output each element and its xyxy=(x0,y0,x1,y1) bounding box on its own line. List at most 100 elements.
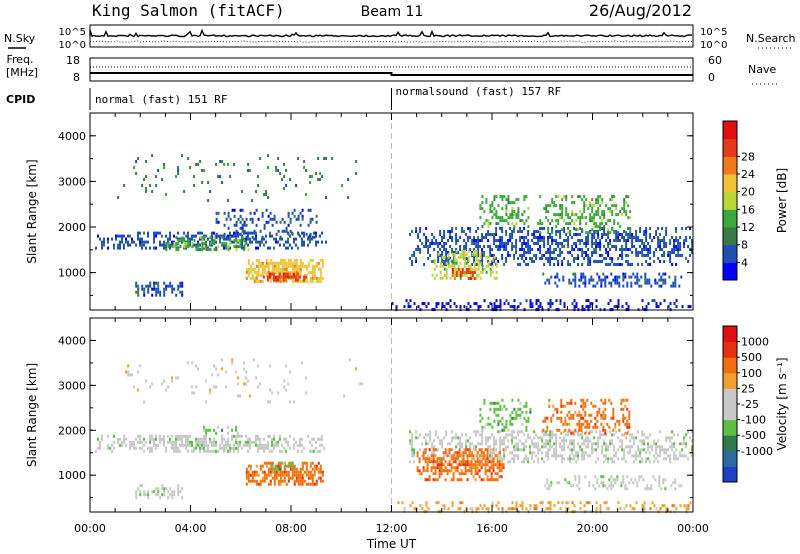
cell xyxy=(261,270,264,274)
cell xyxy=(563,305,566,309)
cell xyxy=(261,211,264,215)
cell xyxy=(465,433,468,437)
cell xyxy=(592,284,595,288)
cell xyxy=(644,487,647,491)
cell xyxy=(535,504,538,508)
cell xyxy=(509,413,512,417)
cell xyxy=(637,445,640,449)
cell xyxy=(605,239,608,242)
cell xyxy=(113,440,115,444)
cell xyxy=(251,240,253,244)
cell xyxy=(101,240,103,244)
cell xyxy=(291,261,294,265)
cell xyxy=(495,227,498,230)
cell xyxy=(543,245,546,248)
cell xyxy=(689,501,692,505)
cell xyxy=(443,504,446,508)
cell xyxy=(619,248,622,251)
cell xyxy=(627,236,630,239)
cell xyxy=(301,467,304,471)
cell xyxy=(223,446,225,450)
cell xyxy=(542,419,545,423)
cell xyxy=(602,272,605,276)
cell xyxy=(529,448,532,452)
cell xyxy=(537,436,540,440)
cell xyxy=(411,433,414,437)
cell xyxy=(473,271,476,274)
cell xyxy=(421,302,424,306)
cell xyxy=(137,231,139,235)
cell xyxy=(163,243,165,247)
cell xyxy=(255,279,258,283)
cell xyxy=(507,239,510,242)
cell xyxy=(511,222,514,226)
cell xyxy=(541,257,544,260)
cell xyxy=(483,245,486,248)
cell xyxy=(205,443,207,447)
cell xyxy=(649,445,652,449)
cell xyxy=(635,254,638,257)
cell xyxy=(513,225,516,229)
cell xyxy=(517,213,520,217)
cell xyxy=(605,204,608,208)
cell xyxy=(191,449,193,453)
cell xyxy=(289,476,292,480)
cell xyxy=(591,216,594,220)
cell xyxy=(227,437,229,441)
cell xyxy=(263,470,266,474)
cell xyxy=(195,385,198,389)
cell xyxy=(481,428,484,432)
cell xyxy=(143,293,146,297)
cell xyxy=(297,270,300,274)
cell xyxy=(309,276,312,280)
cell xyxy=(481,433,484,437)
cell xyxy=(422,469,425,473)
cell xyxy=(655,448,658,452)
cell xyxy=(403,507,406,511)
cell xyxy=(632,272,635,276)
cell xyxy=(578,278,581,282)
cell xyxy=(133,166,136,169)
cell xyxy=(301,437,303,441)
cell xyxy=(265,208,268,212)
cell xyxy=(593,225,596,229)
cell xyxy=(610,272,613,276)
cell xyxy=(119,437,121,441)
cell xyxy=(221,437,223,441)
cell xyxy=(647,242,650,245)
cell xyxy=(155,231,157,235)
cell xyxy=(280,275,283,279)
cell xyxy=(454,460,457,464)
cell xyxy=(670,484,673,488)
cell xyxy=(501,236,504,239)
cell xyxy=(261,470,264,474)
cell xyxy=(569,442,572,446)
cell xyxy=(639,454,642,458)
cell xyxy=(263,243,265,247)
cell xyxy=(311,279,314,283)
cell xyxy=(639,227,642,230)
cell xyxy=(462,457,465,461)
cell xyxy=(539,233,542,236)
cell xyxy=(673,239,676,242)
cell xyxy=(309,440,311,444)
cell xyxy=(471,263,474,266)
cell xyxy=(452,466,455,470)
cell xyxy=(486,454,489,458)
cell xyxy=(527,216,530,220)
cell xyxy=(581,436,584,440)
cell xyxy=(588,413,591,417)
colorbar-swatch xyxy=(723,341,737,358)
cell xyxy=(261,279,264,283)
cell xyxy=(603,439,606,443)
cell xyxy=(477,236,480,239)
cell xyxy=(644,278,647,282)
cell xyxy=(285,184,288,187)
cell xyxy=(656,281,659,285)
cell xyxy=(623,248,626,251)
cell xyxy=(191,234,193,238)
cell xyxy=(647,448,650,452)
cell xyxy=(223,242,226,246)
cell xyxy=(491,457,494,461)
cell xyxy=(225,245,228,249)
